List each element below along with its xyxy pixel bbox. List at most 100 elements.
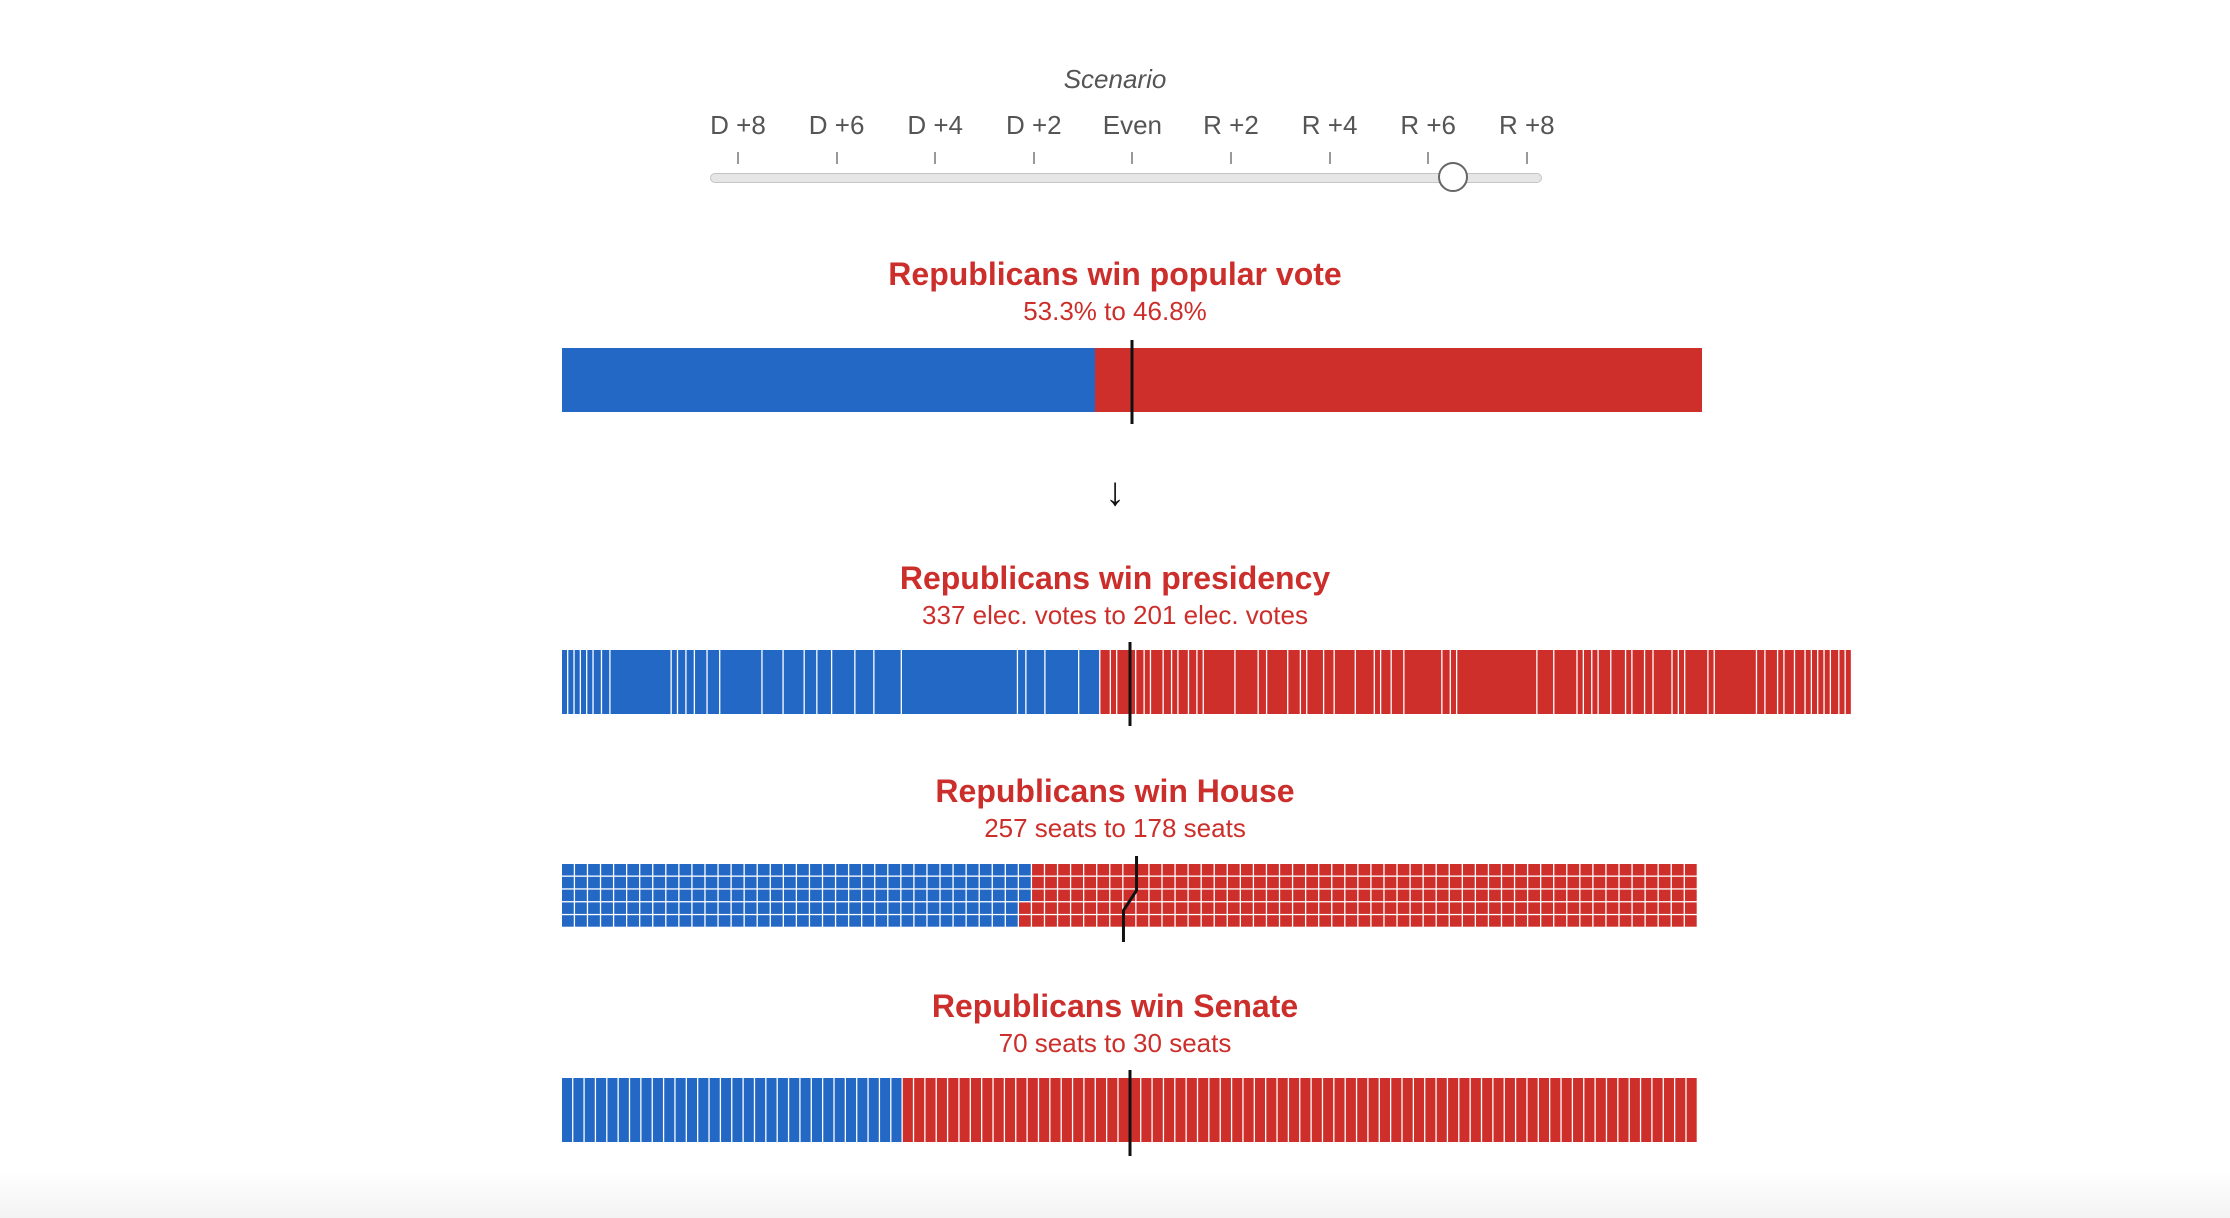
- dem-seat-cell: [614, 890, 626, 902]
- rep-seat-cell: [1385, 890, 1397, 902]
- rep-seat-cell: [1028, 1078, 1038, 1142]
- dem-seat-cell: [980, 902, 992, 914]
- rep-seat-cell: [1293, 890, 1305, 902]
- scenario-tick-mark: [836, 152, 838, 164]
- rep-state-segment: [1785, 650, 1794, 714]
- rep-seat-cell: [1424, 877, 1436, 889]
- rep-seat-cell: [1685, 890, 1697, 902]
- rep-seat-cell: [1150, 864, 1162, 876]
- scenario-tick-label[interactable]: Even: [1082, 110, 1182, 141]
- scenario-tick-label[interactable]: D +4: [885, 110, 985, 141]
- rep-seat-cell: [1150, 890, 1162, 902]
- dem-seat-cell: [941, 890, 953, 902]
- dem-seat-cell: [797, 890, 809, 902]
- rep-seat-cell: [1502, 902, 1514, 914]
- dem-seat-cell: [823, 877, 835, 889]
- rep-seat-cell: [1119, 1078, 1129, 1142]
- rep-seat-cell: [1672, 890, 1684, 902]
- dem-state-segment: [1046, 650, 1078, 714]
- dem-seat-cell: [849, 864, 861, 876]
- rep-seat-cell: [1580, 902, 1592, 914]
- scenario-tick-label[interactable]: D +8: [688, 110, 788, 141]
- dem-state-segment: [672, 650, 677, 714]
- rep-state-segment: [1381, 650, 1390, 714]
- rep-seat-cell: [1607, 902, 1619, 914]
- dem-seat-cell: [915, 915, 927, 927]
- rep-seat-cell: [1685, 902, 1697, 914]
- dem-seat-cell: [835, 1078, 845, 1142]
- rep-state-segment: [1198, 650, 1203, 714]
- rep-seat-cell: [1685, 864, 1697, 876]
- dem-seat-cell: [693, 864, 705, 876]
- dem-seat-cell: [706, 902, 718, 914]
- dem-seat-cell: [745, 864, 757, 876]
- rep-seat-cell: [1372, 877, 1384, 889]
- rep-seat-cell: [1306, 864, 1318, 876]
- scenario-tick-label[interactable]: R +8: [1477, 110, 1577, 141]
- rep-state-segment: [1324, 650, 1333, 714]
- dem-seat-cell: [575, 915, 587, 927]
- rep-seat-cell: [1163, 864, 1175, 876]
- dem-state-segment: [902, 650, 1017, 714]
- rep-state-segment: [1766, 650, 1777, 714]
- dem-seat-cell: [562, 864, 574, 876]
- rep-seat-cell: [1312, 1078, 1322, 1142]
- rep-seat-cell: [1319, 915, 1331, 927]
- slider-handle[interactable]: [1438, 162, 1468, 192]
- rep-state-segment: [1839, 650, 1844, 714]
- dem-state-segment: [581, 650, 586, 714]
- rep-seat-cell: [1345, 864, 1357, 876]
- rep-seat-cell: [1255, 1078, 1265, 1142]
- scenario-tick-label[interactable]: R +2: [1181, 110, 1281, 141]
- rep-seat-cell: [1659, 890, 1671, 902]
- rep-seat-cell: [1300, 1078, 1310, 1142]
- rep-seat-cell: [1580, 877, 1592, 889]
- dem-seat-cell: [915, 864, 927, 876]
- scenario-tick-label[interactable]: R +6: [1378, 110, 1478, 141]
- rep-seat-cell: [1550, 1078, 1560, 1142]
- dem-seat-cell: [1006, 915, 1018, 927]
- rep-seat-cell: [1471, 1078, 1481, 1142]
- scenario-tick-label[interactable]: D +6: [787, 110, 887, 141]
- rep-seat-cell: [1141, 1078, 1151, 1142]
- rep-seat-cell: [1045, 890, 1057, 902]
- dem-seat-cell: [810, 902, 822, 914]
- rep-state-segment: [1578, 650, 1583, 714]
- rep-seat-cell: [1516, 1078, 1526, 1142]
- rep-seat-cell: [1215, 864, 1227, 876]
- rep-seat-cell: [1153, 1078, 1163, 1142]
- rep-seat-cell: [1306, 902, 1318, 914]
- dem-seat-cell: [562, 902, 574, 914]
- slider-track[interactable]: [710, 173, 1542, 183]
- rep-seat-cell: [1687, 1078, 1697, 1142]
- rep-seat-cell: [948, 1078, 958, 1142]
- rep-seat-cell: [1554, 902, 1566, 914]
- dem-seat-cell: [653, 902, 665, 914]
- dem-seat-cell: [640, 902, 652, 914]
- rep-seat-cell: [1594, 864, 1606, 876]
- scenario-tick-mark: [1131, 152, 1133, 164]
- dem-seat-cell: [849, 902, 861, 914]
- rep-seat-cell: [1476, 864, 1488, 876]
- dem-seat-cell: [836, 877, 848, 889]
- scenario-tick-label[interactable]: R +4: [1280, 110, 1380, 141]
- dem-seat-cell: [758, 877, 770, 889]
- dem-seat-cell: [693, 890, 705, 902]
- rep-state-segment: [1592, 650, 1597, 714]
- rep-state-segment: [1538, 650, 1554, 714]
- rep-seat-cell: [1228, 877, 1240, 889]
- rep-seat-cell: [1278, 1078, 1288, 1142]
- rep-seat-cell: [1137, 915, 1149, 927]
- scenario-tick-label[interactable]: D +2: [984, 110, 1084, 141]
- rep-seat-cell: [1489, 864, 1501, 876]
- dem-seat-cell: [797, 915, 809, 927]
- dem-seat-cell: [836, 902, 848, 914]
- rep-seat-cell: [1267, 890, 1279, 902]
- senate-subtitle: 70 seats to 30 seats: [0, 1028, 2230, 1059]
- dem-seat-cell: [614, 915, 626, 927]
- rep-seat-cell: [1332, 915, 1344, 927]
- rep-seat-cell: [1489, 915, 1501, 927]
- rep-seat-cell: [1450, 877, 1462, 889]
- dem-seat-cell: [758, 902, 770, 914]
- rep-seat-cell: [1163, 915, 1175, 927]
